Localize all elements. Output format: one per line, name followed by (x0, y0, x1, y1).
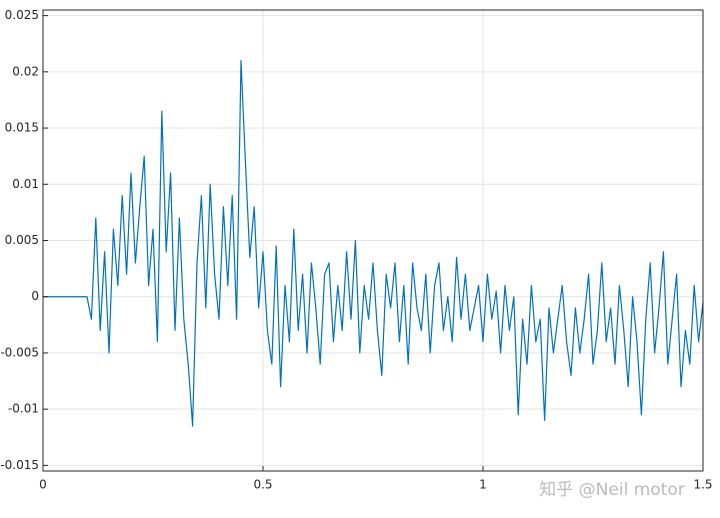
y-tick-label: 0.02 (12, 64, 39, 78)
y-tick-label: 0.005 (5, 233, 39, 247)
y-tick-label: -0.005 (0, 345, 39, 359)
x-tick-label: 0.5 (253, 478, 272, 492)
watermark: 知乎 @Neil motor (539, 480, 684, 500)
y-tick-label: 0.01 (12, 177, 39, 191)
x-tick-label: 1 (479, 478, 487, 492)
x-tick-label: 1.5 (693, 478, 712, 492)
y-tick-label: -0.015 (0, 458, 39, 472)
y-tick-label: -0.01 (8, 402, 39, 416)
x-tick-label: 0 (39, 478, 47, 492)
y-tick-label: 0 (31, 289, 39, 303)
signal-line (43, 60, 704, 427)
y-tick-label: 0.025 (5, 8, 39, 22)
y-tick-label: 0.015 (5, 121, 39, 135)
plot-area (43, 60, 704, 427)
